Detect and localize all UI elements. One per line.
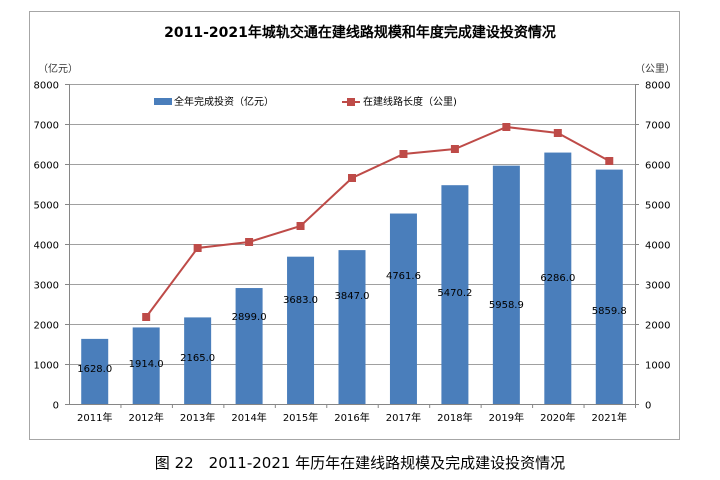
x-tick-label: 2015年	[283, 411, 318, 424]
line-marker	[245, 238, 254, 246]
right-tick-label: 1000	[645, 361, 670, 372]
right-tick-label: 8000	[645, 81, 670, 92]
legend: 全年完成投资（亿元） 在建线路长度（公里)	[154, 95, 457, 108]
line-series	[145, 125, 610, 318]
right-tick-label: 5000	[645, 201, 670, 212]
left-tick-label: 8000	[34, 81, 59, 92]
x-tick-label: 2013年	[180, 411, 215, 424]
line-marker	[450, 145, 459, 153]
left-tick-label: 5000	[34, 201, 59, 212]
bar	[184, 317, 212, 404]
right-axis-unit: （公里）	[635, 64, 675, 75]
bar	[595, 169, 623, 404]
bar-value-label: 5958.9	[489, 300, 524, 311]
x-tick-label: 2019年	[489, 411, 524, 424]
bar	[338, 250, 366, 404]
bar	[492, 165, 520, 404]
bar	[235, 288, 263, 404]
bar-value-label: 3683.0	[283, 295, 318, 306]
bar-value-label: 4761.6	[386, 271, 421, 282]
left-tick-label: 7000	[34, 121, 59, 132]
x-tick-label: 2020年	[540, 411, 575, 424]
x-tick-label: 2011年	[77, 411, 112, 424]
left-tick-label: 3000	[34, 281, 59, 292]
bar-value-label: 1914.0	[129, 359, 164, 370]
bar-value-label: 6286.0	[540, 273, 575, 284]
legend-line-label: 在建线路长度（公里)	[363, 95, 457, 108]
line-marker	[605, 157, 614, 165]
chart-title: 2011-2021年城轨交通在建线路规模和年度完成建设投资情况	[164, 25, 556, 41]
right-tick-label: 2000	[645, 321, 670, 332]
bar-value-label: 3847.0	[335, 291, 370, 302]
x-tick-label: 2018年	[437, 411, 472, 424]
right-tick-label: 6000	[645, 161, 670, 172]
bar	[81, 338, 109, 404]
figure-caption: 图 22 2011-2021 年历年在建线路规模及完成建设投资情况	[154, 454, 566, 472]
bar-value-label: 2165.0	[180, 353, 215, 364]
line-marker	[348, 174, 356, 182]
left-tick-label: 6000	[34, 161, 59, 172]
left-tick-label: 2000	[34, 321, 59, 332]
bar-value-label: 5859.8	[592, 306, 627, 317]
bar	[544, 152, 572, 404]
right-tick-label: 4000	[645, 241, 670, 252]
left-tick-label: 0	[53, 401, 59, 412]
right-tick-label: 0	[645, 401, 651, 412]
line-marker	[553, 129, 562, 137]
bar	[389, 213, 417, 404]
x-tick-label: 2021年	[592, 411, 627, 424]
line-marker	[296, 222, 305, 230]
bar	[441, 185, 469, 404]
bar-value-label: 1628.0	[77, 364, 112, 375]
bar	[132, 327, 160, 404]
left-tick-label: 4000	[34, 241, 59, 252]
bar	[287, 256, 315, 404]
right-tick-label: 3000	[645, 281, 670, 292]
bar-value-label: 5470.2	[437, 288, 472, 299]
left-tick-label: 1000	[34, 361, 59, 372]
x-tick-label: 2012年	[128, 411, 163, 424]
right-tick-label: 7000	[645, 121, 670, 132]
line-marker	[399, 150, 408, 158]
left-axis-unit: （亿元）	[38, 64, 78, 75]
x-tick-label: 2016年	[334, 411, 369, 424]
line-marker	[193, 244, 202, 252]
legend-bar-swatch	[154, 98, 172, 105]
x-tick-label: 2017年	[386, 411, 421, 424]
line-marker	[142, 313, 151, 321]
x-tick-label: 2014年	[231, 411, 266, 424]
line-marker	[502, 123, 511, 131]
legend-bar-label: 全年完成投资（亿元）	[174, 95, 274, 108]
legend-line-swatch	[347, 98, 355, 106]
bar-value-label: 2899.0	[232, 312, 267, 323]
